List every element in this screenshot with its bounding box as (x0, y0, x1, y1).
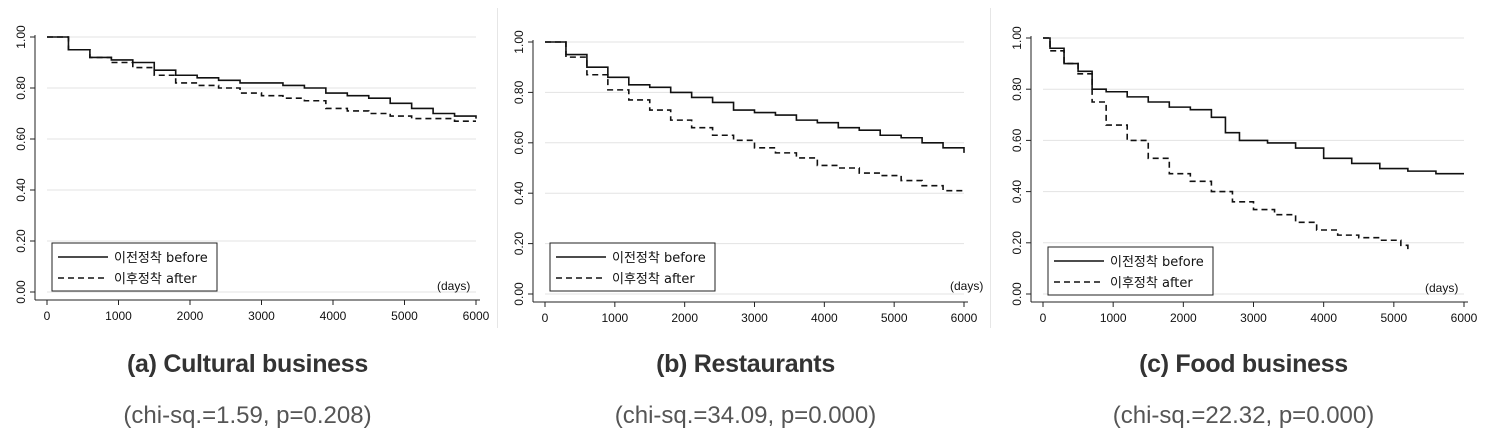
series-line-before (545, 41, 965, 153)
y-tick-label-5: 1.00 (14, 25, 28, 49)
x-unit-label: (days) (1425, 281, 1458, 295)
y-tick-label-4: 0.80 (14, 76, 28, 100)
chart-panel-a: 0.00 0.20 0.40 0.60 0.80 1.00 0 1000 2000 3000 400… (0, 0, 495, 441)
chart-b-svg: 0.00 0.20 0.40 0.60 0.80 1.00 0 1000 2000 3000 400… (512, 30, 983, 325)
y-tick-label-2: 0.40 (512, 181, 526, 205)
x-tick-label-1: 1000 (601, 311, 628, 325)
y-tick-label-3: 0.60 (14, 127, 28, 151)
legend-box (549, 242, 716, 292)
series-line-after (1043, 37, 1409, 251)
x-tick-label-6: 6000 (1451, 311, 1478, 325)
x-unit-label: (days) (437, 279, 470, 293)
series-line-after (47, 36, 476, 122)
chart-a-svg: 0.00 0.20 0.40 0.60 0.80 1.00 0 1000 2000 3000 400… (14, 25, 490, 323)
legend-label-1: 이후정착 after (114, 272, 197, 287)
y-tick-label-0: 0.00 (1010, 282, 1024, 306)
x-tick-label-5: 5000 (391, 309, 418, 323)
legend-label-0: 이전정착 before (114, 251, 208, 266)
y-tick-label-1: 0.20 (1010, 231, 1024, 255)
x-tick-label-2: 2000 (177, 309, 204, 323)
series-line-before (1043, 37, 1464, 175)
legend-label-1: 이후정착 after (1110, 276, 1193, 291)
chart-c-svg: 0.00 0.20 0.40 0.60 0.80 1.00 0 1000 2000 3000 400… (1010, 26, 1478, 325)
x-tick-label-5: 5000 (881, 311, 908, 325)
y-tick-label-0: 0.00 (14, 280, 28, 304)
x-tick-label-4: 4000 (320, 309, 347, 323)
y-tick-label-3: 0.60 (1010, 128, 1024, 152)
x-tick-label-2: 2000 (671, 311, 698, 325)
legend-box (1047, 246, 1214, 296)
x-tick-label-0: 0 (1040, 311, 1047, 325)
chart-panel-c: 0.00 0.20 0.40 0.60 0.80 1.00 0 1000 2000 3000 400… (996, 0, 1491, 441)
chart-c-caption: (c) Food business (1139, 350, 1348, 378)
legend-label-1: 이후정착 after (612, 272, 695, 287)
chart-b-stat: (chi-sq.=34.09, p=0.000) (614, 402, 877, 429)
chart-panel-b: 0.00 0.20 0.40 0.60 0.80 1.00 0 1000 2000 3000 400… (498, 0, 993, 441)
x-tick-label-6: 6000 (951, 311, 978, 325)
legend-label-0: 이전정착 before (612, 251, 706, 266)
chart-c-stat: (chi-sq.=22.32, p=0.000) (1112, 402, 1375, 429)
separator-2 (990, 8, 991, 328)
x-tick-label-1: 1000 (105, 309, 132, 323)
x-tick-label-3: 3000 (741, 311, 768, 325)
x-tick-label-0: 0 (44, 309, 51, 323)
series-line-before (47, 36, 477, 119)
y-tick-label-5: 1.00 (512, 30, 526, 54)
legend-box (51, 242, 218, 292)
x-tick-label-6: 6000 (463, 309, 490, 323)
y-tick-label-4: 0.80 (512, 80, 526, 104)
x-tick-label-0: 0 (542, 311, 549, 325)
legend-label-0: 이전정착 before (1110, 255, 1204, 270)
y-tick-label-1: 0.20 (14, 229, 28, 253)
y-tick-label-4: 0.80 (1010, 77, 1024, 101)
x-tick-label-3: 3000 (248, 309, 275, 323)
y-tick-label-5: 1.00 (1010, 26, 1024, 50)
chart-b-caption: (b) Restaurants (656, 350, 835, 378)
x-tick-label-3: 3000 (1240, 311, 1267, 325)
x-tick-label-5: 5000 (1380, 311, 1407, 325)
x-tick-label-4: 4000 (811, 311, 838, 325)
chart-a-stat: (chi-sq.=1.59, p=0.208) (123, 402, 372, 429)
x-unit-label: (days) (950, 279, 983, 293)
y-tick-label-1: 0.20 (512, 232, 526, 256)
series-line-after (545, 41, 964, 192)
separator-1 (497, 8, 498, 328)
y-tick-label-2: 0.40 (1010, 180, 1024, 204)
y-tick-label-2: 0.40 (14, 178, 28, 202)
x-tick-label-2: 2000 (1170, 311, 1197, 325)
x-tick-label-1: 1000 (1100, 311, 1127, 325)
chart-a-caption: (a) Cultural business (127, 350, 368, 378)
x-tick-label-4: 4000 (1310, 311, 1337, 325)
y-tick-label-0: 0.00 (512, 282, 526, 306)
y-tick-label-3: 0.60 (512, 131, 526, 155)
